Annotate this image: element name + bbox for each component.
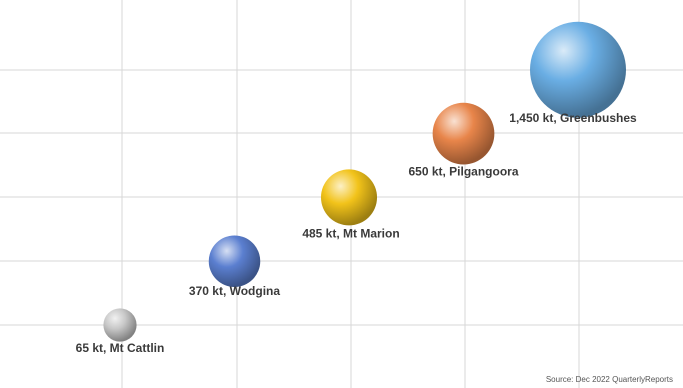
bubbles	[103, 21, 626, 342]
bubble-pilgangoora	[432, 102, 495, 165]
bubble-label-mt-marion: 485 kt, Mt Marion	[302, 226, 399, 240]
bubble-labels: 65 kt, Mt Cattlin 370 kt, Wodgina 485 kt, …	[76, 111, 637, 355]
bubble-mt-cattlin	[103, 308, 137, 342]
bubble-greenbushes	[530, 21, 626, 118]
bubble-wodgina	[208, 235, 261, 287]
source-note: Source: Dec 2022 QuarterlyReports	[545, 375, 673, 384]
bubble-mt-marion	[320, 169, 378, 226]
bubble-label-wodgina: 370 kt, Wodgina	[189, 284, 280, 298]
bubble-label-mt-cattlin: 65 kt, Mt Cattlin	[76, 341, 165, 355]
bubble-label-greenbushes: 1,450 kt, Greenbushes	[509, 111, 637, 125]
bubble-label-pilgangoora: 650 kt, Pilgangoora	[408, 165, 518, 179]
